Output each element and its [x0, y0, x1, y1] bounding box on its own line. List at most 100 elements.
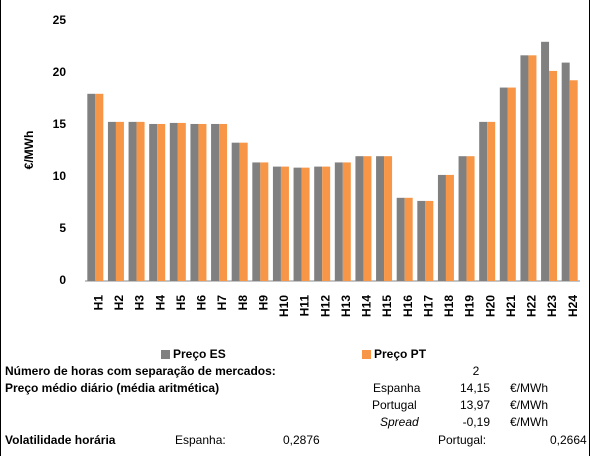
y-axis-label: €/MWh: [22, 131, 36, 170]
bar: [363, 156, 372, 281]
x-tick-label: H10: [277, 295, 291, 317]
bar: [280, 166, 289, 281]
bar: [128, 121, 137, 281]
vol-label: Volatilidade horária: [5, 433, 116, 447]
x-tick-label: H14: [360, 295, 374, 317]
x-tick-label: H11: [298, 295, 312, 317]
bar: [157, 123, 166, 282]
bar: [342, 162, 351, 281]
bar: [334, 162, 343, 281]
x-tick-label: H1: [91, 295, 105, 311]
bar: [417, 200, 426, 281]
bar: [376, 156, 385, 281]
bar: [520, 55, 529, 281]
bar: [541, 41, 550, 281]
x-tick-label: H15: [380, 295, 394, 317]
x-tick-label: H3: [133, 295, 147, 311]
bar: [231, 142, 240, 281]
avg-value: 14,15: [460, 381, 490, 395]
avg-value: 13,97: [460, 398, 490, 412]
y-tick-label: 15: [53, 117, 67, 131]
bar: [136, 121, 145, 281]
bar: [355, 156, 364, 281]
bar: [549, 70, 558, 281]
legend-label: Preço ES: [173, 347, 226, 361]
avg-unit: €/MWh: [510, 398, 548, 412]
bar: [219, 123, 228, 282]
bar: [272, 166, 281, 281]
legend-label: Preço PT: [374, 347, 427, 361]
x-tick-label: H20: [483, 295, 497, 317]
x-tick-label: H18: [442, 295, 456, 317]
x-tick-label: H6: [195, 295, 209, 311]
x-tick-label: H8: [236, 295, 250, 311]
x-tick-label: H16: [401, 295, 415, 317]
bar: [479, 121, 488, 281]
bar: [507, 87, 516, 281]
bar: [437, 174, 446, 281]
x-tick-label: H7: [215, 295, 229, 311]
bar: [169, 122, 178, 281]
bar: [466, 156, 475, 281]
bar: [87, 93, 96, 281]
x-tick-label: H23: [545, 295, 559, 317]
y-tick-label: 20: [53, 65, 67, 79]
x-tick-label: H4: [153, 295, 167, 311]
bar: [396, 197, 405, 281]
bar: [107, 121, 116, 281]
bar: [190, 123, 199, 282]
avg-unit: €/MWh: [510, 415, 548, 429]
bar: [561, 62, 570, 281]
x-tick-label: H21: [504, 295, 518, 317]
y-tick-label: 0: [59, 273, 66, 287]
x-tick-label: H12: [318, 295, 332, 317]
bar: [301, 167, 310, 281]
vol-pt-value: 0,2664: [550, 433, 587, 447]
hours-value: 2: [473, 364, 480, 378]
y-tick-label: 25: [53, 13, 67, 27]
x-tick-label: H22: [525, 295, 539, 317]
bar: [260, 162, 269, 281]
avg-name: Spread: [380, 415, 419, 429]
bar: [115, 121, 124, 281]
y-tick-label: 10: [53, 169, 67, 183]
bar: [211, 123, 220, 282]
bar: [314, 166, 323, 281]
bar: [198, 123, 207, 282]
vol-es-label: Espanha:: [175, 433, 226, 447]
hours-label: Número de horas com separação de mercado…: [5, 364, 276, 378]
avg-label: Preço médio diário (média aritmética): [5, 381, 219, 395]
bar: [404, 197, 413, 281]
x-tick-label: H24: [566, 295, 580, 317]
bar: [252, 162, 261, 281]
bar: [487, 121, 496, 281]
avg-value: -0,19: [463, 415, 491, 429]
vol-pt-label: Portugal:: [438, 433, 486, 447]
x-tick-label: H13: [339, 295, 353, 317]
bar: [458, 156, 467, 281]
bar: [149, 123, 158, 282]
avg-name: Portugal: [372, 398, 417, 412]
bar: [293, 167, 302, 281]
bar: [569, 80, 578, 281]
bar: [239, 142, 248, 281]
x-tick-label: H9: [256, 295, 270, 311]
legend-swatch: [161, 350, 170, 359]
y-tick-label: 5: [59, 221, 66, 235]
bar: [95, 93, 104, 281]
x-tick-label: H2: [112, 295, 126, 311]
bar: [177, 122, 186, 281]
bar: [322, 166, 331, 281]
bar: [499, 87, 508, 281]
bar: [528, 55, 537, 281]
bar: [384, 156, 393, 281]
legend-swatch: [362, 350, 371, 359]
x-tick-label: H17: [421, 295, 435, 317]
vol-es-value: 0,2876: [283, 433, 320, 447]
x-tick-label: H5: [174, 295, 188, 311]
x-tick-label: H19: [463, 295, 477, 317]
avg-unit: €/MWh: [510, 381, 548, 395]
bar: [445, 174, 454, 281]
avg-name: Espanha: [373, 381, 421, 395]
